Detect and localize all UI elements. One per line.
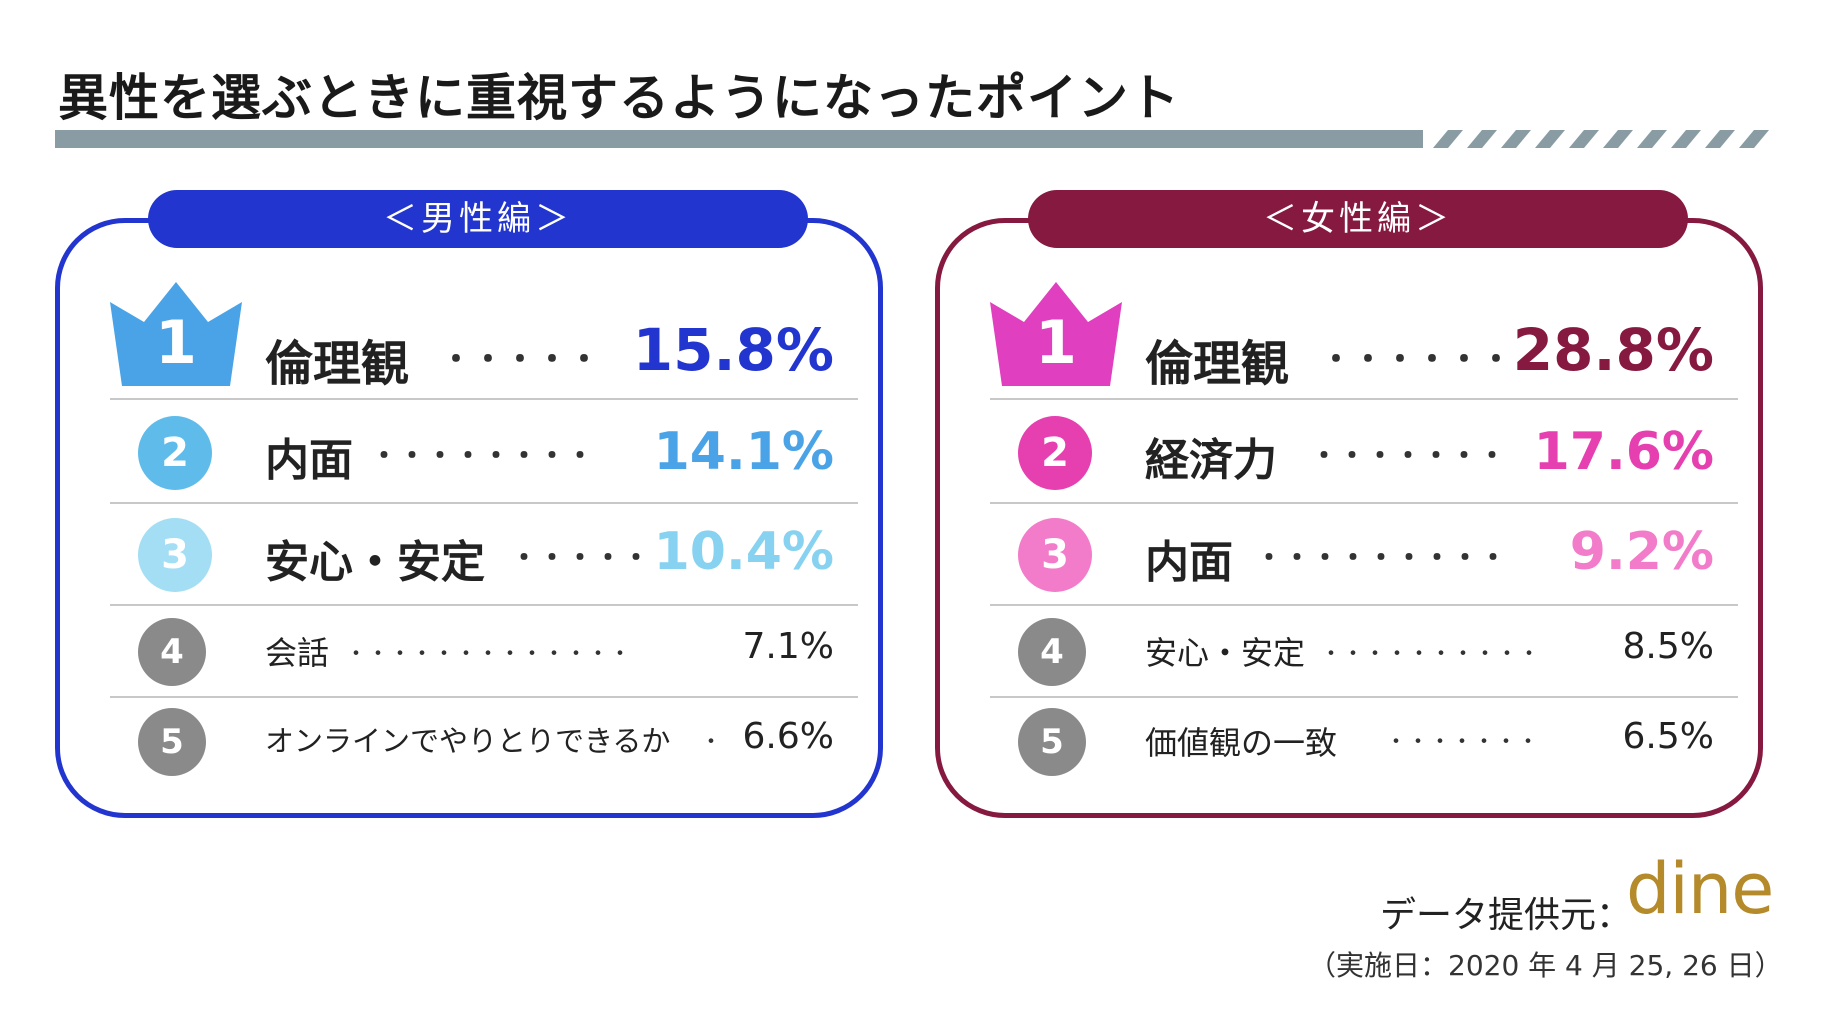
male-rank-1-dots: ・・・・・ [440,340,601,378]
female-rank-5-label: 価値観の一致 [1145,724,1338,762]
male-rank-4-row: 4 会話 ・・・・・・・・・・・・・ 7.1% [110,606,858,698]
female-rank-4-label: 安心・安定 [1145,634,1306,672]
female-rank-5-row: 5 価値観の一致 ・・・・・・・ 6.5% [990,698,1738,788]
male-rank-2-value: 14.1% [653,422,834,482]
divider [990,604,1738,606]
crown-icon [110,282,242,386]
male-rank-3-dots: ・・・・・ [510,541,651,574]
female-rank-3-row: 3 内面 ・・・・・・・・・ 9.2% [990,504,1738,606]
survey-date: （実施日：2020 年 4 月 25, 26 日） [1308,949,1783,982]
male-rank-4-dots: ・・・・・・・・・・・・・ [345,642,632,667]
male-rank-3-value: 10.4% [653,522,834,582]
male-rank-1-label: 倫理観 [265,336,410,392]
female-rank-3-dots: ・・・・・・・・・ [1255,541,1508,574]
male-rank-2-badge: 2 [138,416,212,490]
female-rank-1-value: 28.8% [1512,316,1714,384]
female-rank-1-row: 1 倫理観 ・・・・・・ 28.8% [990,280,1738,400]
female-rank-1-dots: ・・・・・・ [1320,340,1513,378]
female-rank-2-row: 2 経済力 ・・・・・・・ 17.6% [990,400,1738,504]
divider [990,502,1738,504]
divider [110,696,858,698]
male-rank-4-label: 会話 [265,634,330,672]
female-tab: ＜女性編＞ [1028,190,1688,248]
male-rank-1-row: 1 倫理観 ・・・・・ 15.8% [110,280,858,400]
male-rank-2-dots: ・・・・・・・・ [370,439,595,472]
female-rank-1-number: 1 [1035,308,1077,378]
female-rank-4-badge: 4 [1018,618,1086,686]
page-title: 異性を選ぶときに重視するようになったポイント [58,69,1180,127]
female-rank-5-value: 6.5% [1622,716,1714,757]
female-rank-4-value: 8.5% [1622,626,1714,667]
male-rank-5-label: オンラインでやりとりできるか [265,724,671,758]
female-rank-2-label: 経済力 [1145,435,1277,486]
female-rank-5-badge: 5 [1018,708,1086,776]
male-rank-2-label: 内面 [265,435,353,486]
male-rank-3-row: 3 安心・安定 ・・・・・ 10.4% [110,504,858,606]
data-source-label: データ提供元： [1380,895,1633,936]
female-rank-2-value: 17.6% [1533,422,1714,482]
female-rank-5-dots: ・・・・・・・ [1385,730,1540,755]
divider [110,604,858,606]
crown-icon [990,282,1122,386]
female-rank-2-badge: 2 [1018,416,1092,490]
male-rank-4-badge: 4 [138,618,206,686]
female-rank-3-badge: 3 [1018,518,1092,592]
male-rank-2-row: 2 内面 ・・・・・・・・ 14.1% [110,400,858,504]
female-rank-2-dots: ・・・・・・・ [1310,439,1507,472]
male-rank-5-badge: 5 [138,708,206,776]
male-rank-1-value: 15.8% [632,316,834,384]
male-rank-4-value: 7.1% [742,626,834,667]
female-rank-3-label: 内面 [1145,537,1233,588]
female-rank-3-value: 9.2% [1569,522,1714,582]
male-rank-1-number: 1 [155,308,197,378]
male-tab: ＜男性編＞ [148,190,808,248]
female-rank-1-label: 倫理観 [1145,336,1290,392]
male-rank-5-value: 6.6% [742,716,834,757]
dine-logo: dine [1626,848,1774,930]
title-underline [55,130,1769,148]
divider [110,398,858,400]
male-rank-3-badge: 3 [138,518,212,592]
female-rank-4-dots: ・・・・・・・・・・ [1320,642,1541,667]
divider [110,502,858,504]
male-rank-5-dots: ・ [700,730,723,755]
divider [990,696,1738,698]
male-rank-3-label: 安心・安定 [265,537,485,588]
divider [990,398,1738,400]
female-rank-4-row: 4 安心・安定 ・・・・・・・・・・ 8.5% [990,606,1738,698]
male-rank-5-row: 5 オンラインでやりとりできるか ・ 6.6% [110,698,858,788]
